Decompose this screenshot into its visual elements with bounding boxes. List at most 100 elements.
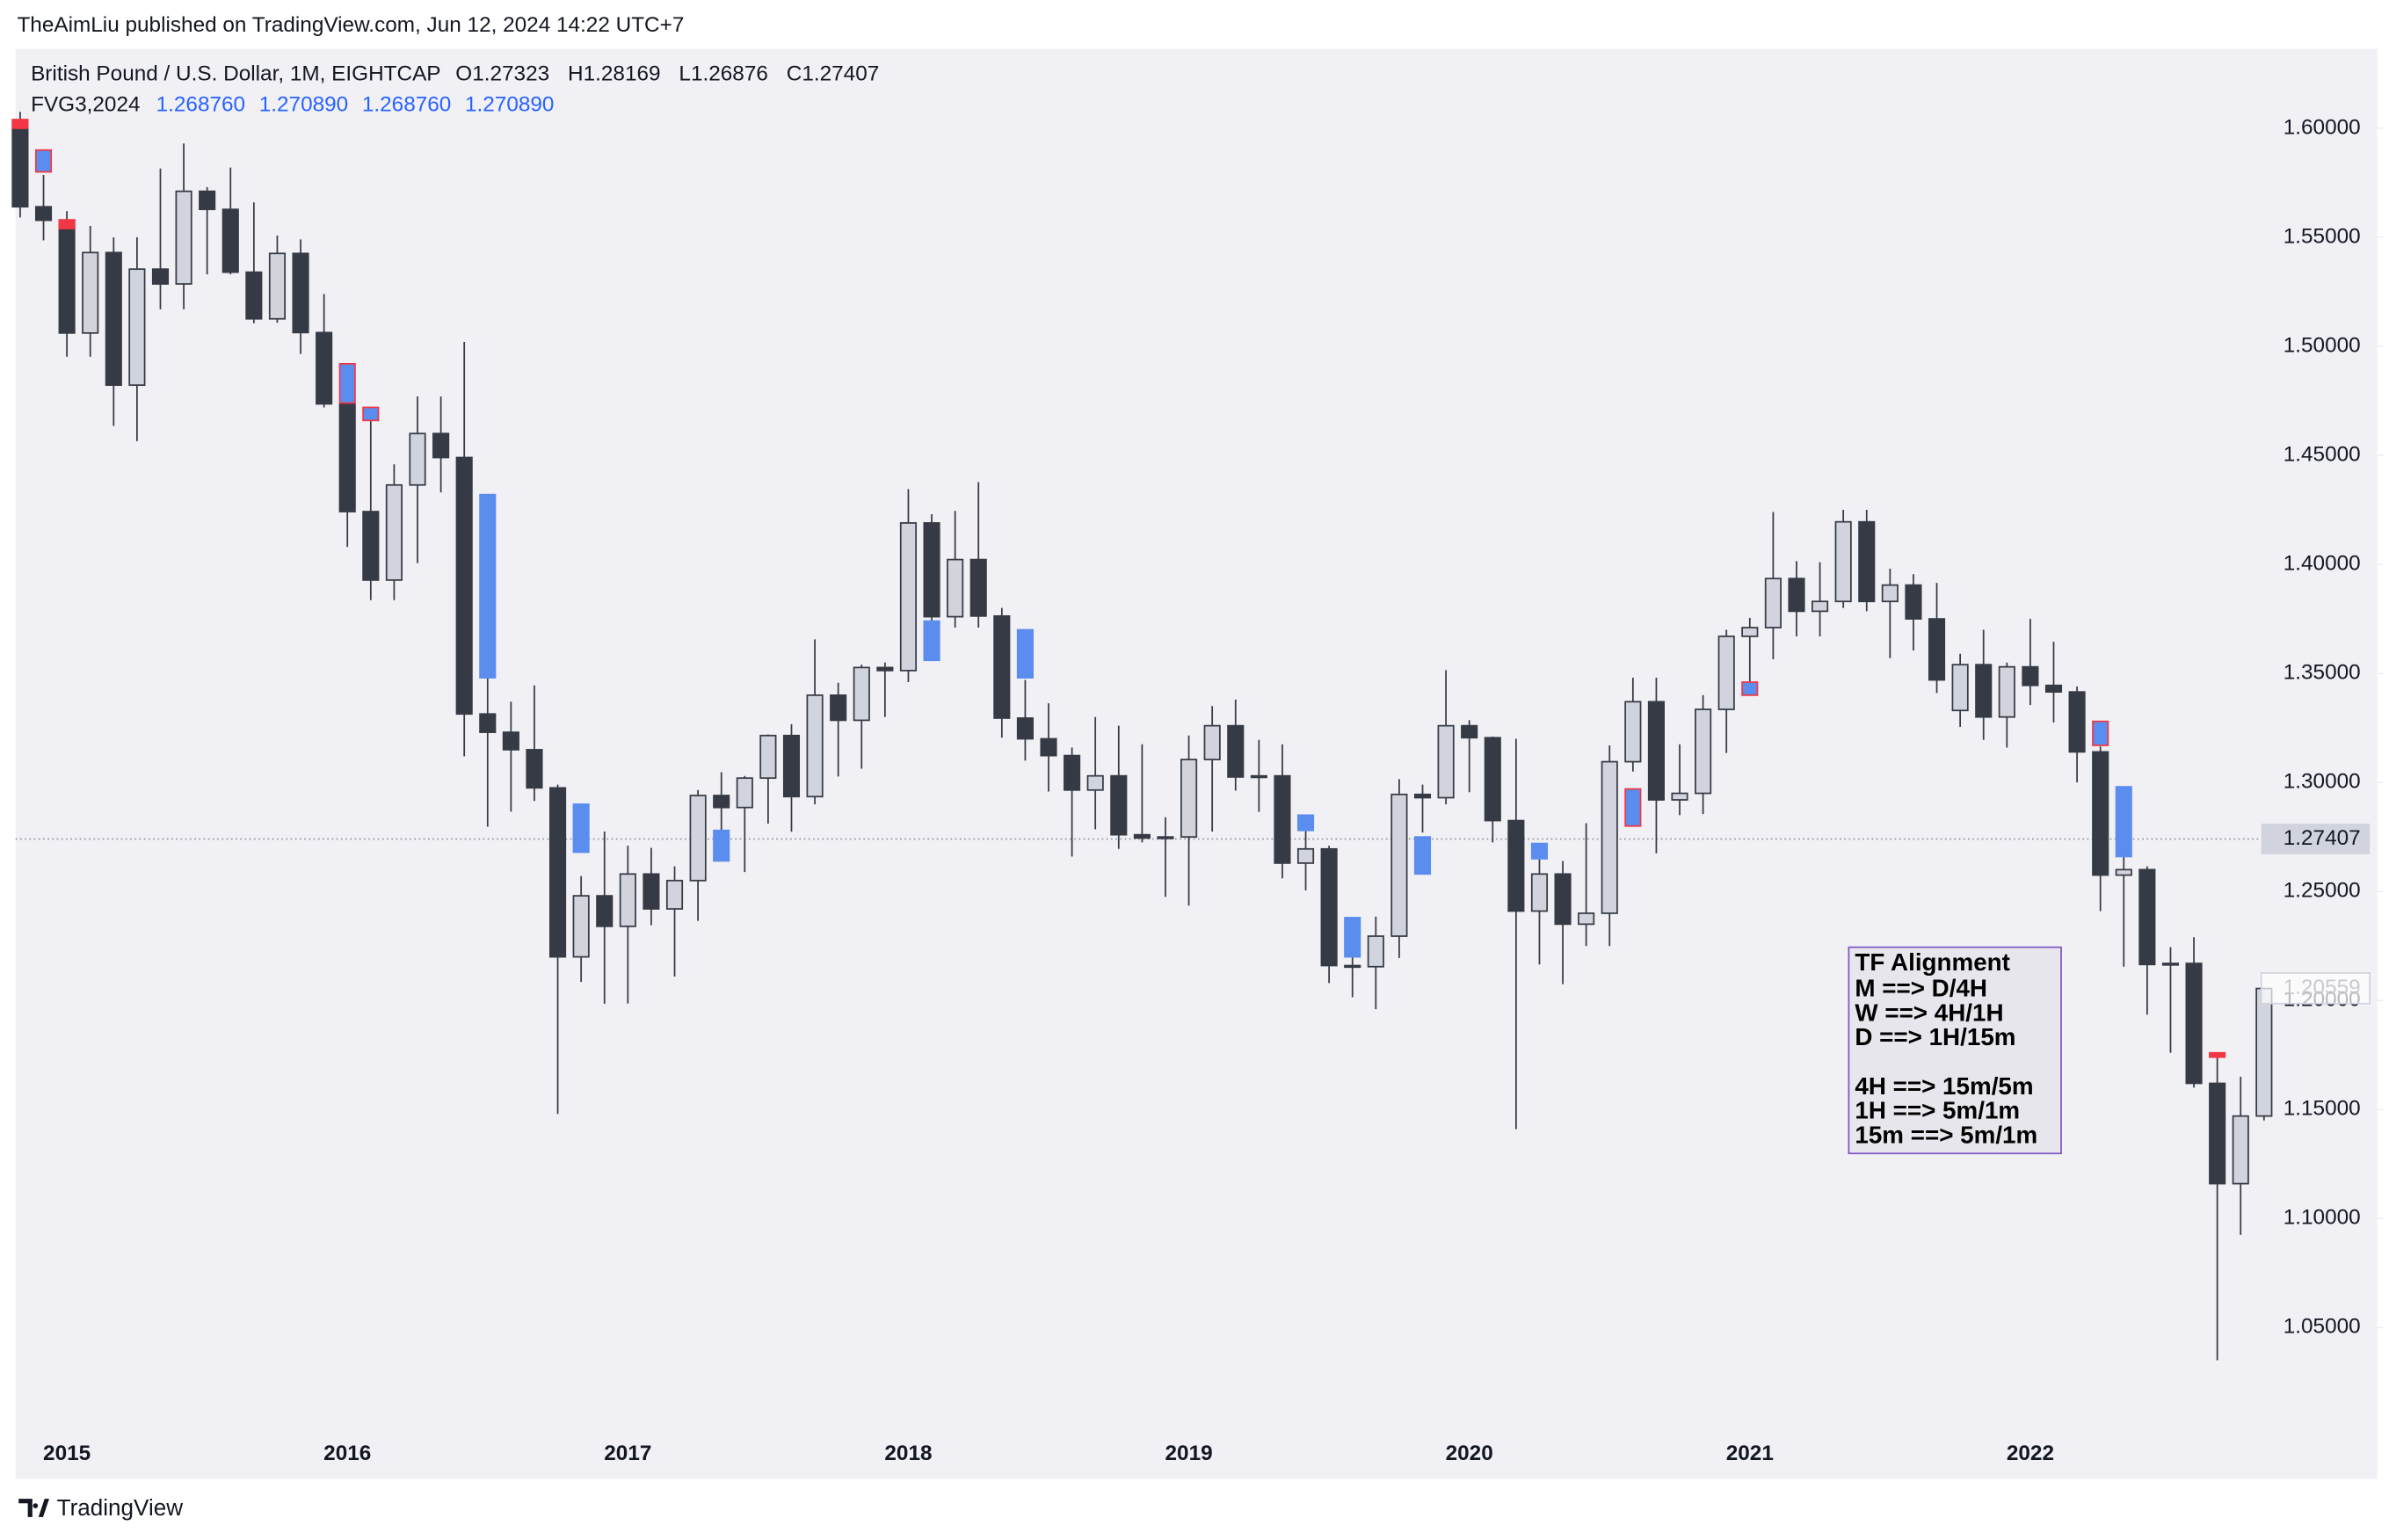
candle-body	[1812, 600, 1829, 613]
candle-body	[923, 522, 940, 618]
fvg-zone	[1530, 842, 1549, 860]
candle-body	[969, 558, 987, 617]
ohlc-value: 1.26876	[691, 62, 768, 86]
ohlc-value: 1.28169	[584, 62, 661, 86]
candle-body	[175, 190, 192, 285]
indicator-value: 1.270890	[465, 92, 554, 116]
candle-body	[1274, 774, 1291, 864]
y-tick-label: 1.25000	[2283, 879, 2361, 903]
candle-body	[1881, 584, 1899, 603]
marker-price-box	[2260, 972, 2371, 1005]
y-tick-label: 1.60000	[2283, 115, 2361, 139]
candle-body	[993, 614, 1011, 719]
candle-body	[82, 251, 99, 334]
fvg-zone	[479, 493, 497, 679]
indicator-value: 1.270890	[259, 92, 348, 116]
publish-info: TheAimLiu published on TradingView.com, …	[17, 13, 684, 37]
candle-body	[502, 731, 519, 751]
logo-icon	[18, 1499, 49, 1517]
candle-body	[2185, 962, 2203, 1085]
candle-body	[2232, 1115, 2249, 1185]
candle-body	[455, 456, 473, 716]
candle-body	[2068, 691, 2086, 753]
candle-body	[1040, 737, 1057, 757]
x-tick-label: 2020	[1446, 1442, 1493, 1465]
candle-body	[1741, 627, 1759, 637]
ohlc-value: 1.27323	[472, 62, 549, 86]
candle-body	[1998, 665, 2015, 718]
candle-body	[221, 208, 239, 273]
candle-body	[1554, 873, 1572, 926]
y-tick-label: 1.10000	[2283, 1206, 2361, 1230]
candle-body	[806, 694, 824, 798]
brand: TradingView	[57, 1494, 184, 1521]
x-tick-label: 2018	[884, 1442, 932, 1465]
candle-body	[245, 271, 263, 320]
candle-body	[1110, 774, 1128, 836]
candle-body	[58, 219, 76, 334]
tf-note-line: 15m ==> 5m/1m	[1855, 1121, 2037, 1148]
fvg-zone	[1344, 917, 1361, 958]
candle-body	[1578, 912, 1595, 926]
tf-note-line: D ==> 1H/15m	[1855, 1023, 2015, 1050]
candle-body	[268, 252, 287, 320]
fvg-zone	[1016, 628, 1034, 679]
candle-body	[1975, 664, 1993, 718]
candle-body	[338, 403, 356, 512]
tf-note-box	[1848, 946, 2062, 1155]
y-tick-label: 1.50000	[2283, 333, 2361, 357]
candle-body	[1437, 724, 1455, 799]
fvg-zone	[713, 829, 730, 862]
candle-body	[1320, 847, 1338, 967]
candle-body	[1064, 754, 1081, 791]
candle-body	[1858, 520, 1876, 603]
candle-body	[2115, 868, 2132, 876]
candle-body	[1647, 701, 1665, 801]
fvg-zone	[2092, 720, 2109, 746]
indicator-value: 1.268760	[362, 92, 451, 116]
fvg-zone	[34, 149, 53, 173]
candle-body	[2044, 684, 2063, 694]
fvg-zone	[1296, 814, 1315, 832]
candle-body	[1367, 935, 1384, 968]
candle-body	[1296, 847, 1315, 864]
ohlc-label: C	[787, 62, 802, 86]
candle-body	[1905, 584, 1922, 620]
candle-body	[1928, 618, 1946, 681]
candle-body	[199, 190, 216, 211]
candle-body	[1157, 836, 1174, 839]
fvg-zone	[11, 119, 29, 129]
x-tick-label: 2021	[1726, 1442, 1774, 1465]
candle-body	[643, 873, 660, 910]
candle-body	[689, 795, 707, 882]
candle-body	[1695, 708, 1712, 795]
candle-body	[1484, 737, 1501, 822]
candle-body	[549, 787, 567, 958]
fvg-zone	[923, 620, 940, 662]
candle-body	[1507, 819, 1525, 912]
candle-body	[2022, 665, 2039, 686]
x-tick-label: 2019	[1165, 1442, 1213, 1465]
candle-body	[479, 713, 497, 733]
fvg-zone	[1413, 836, 1432, 875]
fvg-zone	[338, 362, 356, 404]
tf-note-line: 1H ==> 5m/1m	[1855, 1097, 2020, 1124]
candle-body	[526, 749, 543, 789]
candle-body	[1717, 636, 1735, 710]
candle-body	[713, 795, 730, 809]
fvg-zone	[362, 406, 380, 422]
candle-body	[1344, 964, 1361, 969]
candle-body	[1601, 760, 1618, 914]
candle-body	[853, 666, 870, 722]
candle-body	[1390, 793, 1408, 937]
candle-body	[105, 251, 122, 387]
candle-body	[596, 895, 614, 927]
candle-body	[2138, 868, 2156, 966]
candle-body	[362, 511, 380, 581]
candle-body	[1951, 664, 1969, 712]
candle-body	[2092, 751, 2109, 876]
candle-body	[1016, 717, 1034, 740]
marker-price-label: 1.20559	[2283, 976, 2361, 999]
